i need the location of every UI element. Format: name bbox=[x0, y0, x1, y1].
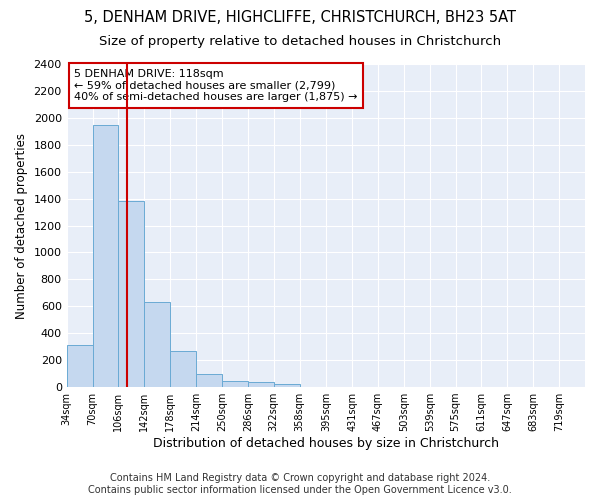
Bar bbox=[145, 302, 170, 387]
Text: 5 DENHAM DRIVE: 118sqm
← 59% of detached houses are smaller (2,799)
40% of semi-: 5 DENHAM DRIVE: 118sqm ← 59% of detached… bbox=[74, 69, 358, 102]
Text: Contains HM Land Registry data © Crown copyright and database right 2024.
Contai: Contains HM Land Registry data © Crown c… bbox=[88, 474, 512, 495]
Bar bbox=[196, 374, 222, 387]
Bar bbox=[248, 382, 274, 387]
Text: 5, DENHAM DRIVE, HIGHCLIFFE, CHRISTCHURCH, BH23 5AT: 5, DENHAM DRIVE, HIGHCLIFFE, CHRISTCHURC… bbox=[84, 10, 516, 25]
Text: Size of property relative to detached houses in Christchurch: Size of property relative to detached ho… bbox=[99, 35, 501, 48]
Bar bbox=[92, 124, 118, 387]
Bar bbox=[118, 202, 145, 387]
Bar bbox=[170, 350, 196, 387]
Bar bbox=[67, 344, 92, 387]
Bar bbox=[222, 381, 248, 387]
X-axis label: Distribution of detached houses by size in Christchurch: Distribution of detached houses by size … bbox=[153, 437, 499, 450]
Y-axis label: Number of detached properties: Number of detached properties bbox=[15, 132, 28, 318]
Bar bbox=[274, 384, 299, 387]
